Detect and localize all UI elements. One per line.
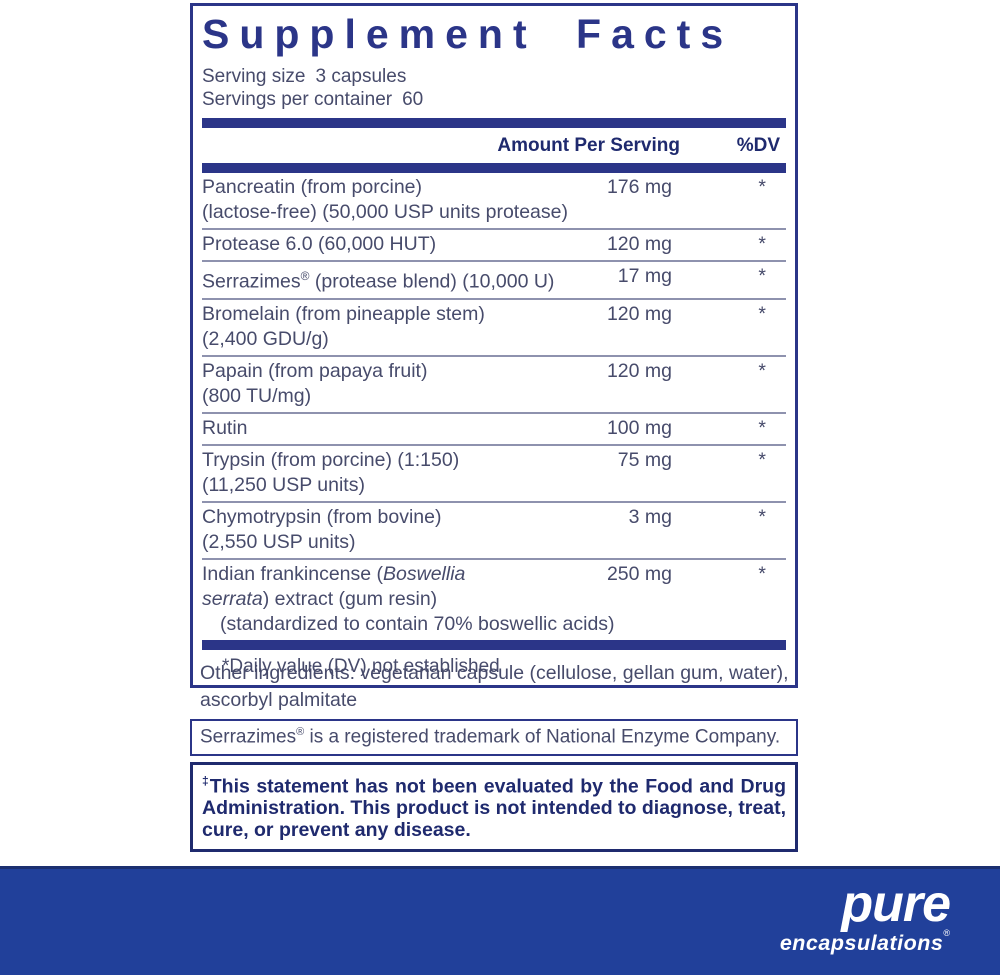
ingredient-dv: *: [758, 562, 766, 585]
ingredient-name: Protease 6.0 (60,000 HUT): [202, 233, 437, 255]
table-row: Bromelain (from pineapple stem) (2,400 GD…: [202, 300, 786, 357]
divider-bar-bottom: [202, 639, 786, 650]
ingredient-dv: *: [758, 302, 766, 325]
ingredient-dv: *: [758, 505, 766, 528]
serving-size-label: Serving size: [202, 66, 306, 87]
ingredient-name: Serrazimes® (protease blend) (10,000 U): [202, 269, 555, 293]
supplement-facts-panel: Supplement Facts Serving size 3 capsules …: [190, 3, 798, 688]
brand-subtitle-row: encapsulations®: [780, 928, 950, 956]
ingredient-rows: Pancreatin (from porcine) (lactose-free) …: [202, 173, 786, 640]
divider-bar-header: [202, 163, 786, 173]
ingredient-dv: *: [758, 233, 766, 255]
ingredient-dv: *: [758, 416, 766, 439]
table-row: Rutin 100 mg *: [202, 414, 786, 446]
ingredient-dv: *: [758, 448, 766, 471]
fda-disclaimer-text: This statement has not been evaluated by…: [202, 775, 786, 841]
percent-dv-header: %DV: [736, 135, 780, 156]
trademark-rest: is a registered trademark of National En…: [304, 726, 781, 748]
serving-size-line: Serving size 3 capsules: [202, 65, 786, 88]
ingredient-dv: *: [758, 176, 766, 198]
panel-title: Supplement Facts: [202, 11, 734, 57]
servings-container-label: Servings per container: [202, 89, 393, 110]
ingredient-amount: 176 mg: [606, 176, 672, 198]
ingredient-amount: 120 mg: [606, 233, 672, 255]
dagger-mark: ‡: [202, 774, 210, 788]
ingredient-name: Indian frankincense (Boswellia serrata) e…: [202, 562, 615, 635]
ingredient-name: Pancreatin (from porcine) (lactose-free) …: [202, 176, 568, 223]
servings-container-value: 60: [402, 89, 424, 110]
divider-bar-top: [202, 118, 786, 128]
table-row: Serrazimes® (protease blend) (10,000 U) 1…: [202, 262, 786, 300]
table-header-row: Amount Per Serving %DV: [202, 128, 786, 163]
table-row: Papain (from papaya fruit) (800 TU/mg) 120…: [202, 357, 786, 414]
brand-subtitle: encapsulations: [779, 931, 944, 955]
ingredient-dv: *: [758, 359, 766, 382]
table-row: Pancreatin (from porcine) (lactose-free) …: [202, 173, 786, 230]
table-row: Indian frankincense (Boswellia serrata) e…: [202, 560, 786, 640]
brand-registered-icon: ®: [943, 928, 950, 938]
pure-encapsulations-logo: pure encapsulations®: [780, 875, 951, 956]
daily-value-footnote: *Daily value (DV) not established: [222, 655, 500, 677]
other-ingredients-text: Other ingredients: vegetarian capsule (c…: [200, 662, 789, 711]
ingredient-dv: *: [758, 265, 766, 287]
ingredient-amount: 3 mg: [628, 505, 672, 528]
ingredient-name: Trypsin (from porcine) (1:150) (11,250 US…: [202, 448, 460, 496]
ingredient-amount: 75 mg: [617, 448, 672, 471]
serving-info: Serving size 3 capsules Servings per cont…: [202, 65, 786, 111]
brand-band: pure encapsulations®: [0, 866, 1000, 975]
ingredient-amount: 250 mg: [606, 562, 672, 585]
amount-per-serving-header: Amount Per Serving: [497, 135, 680, 156]
table-row: Trypsin (from porcine) (1:150) (11,250 US…: [202, 446, 786, 503]
ingredient-name: Chymotrypsin (from bovine) (2,550 USP uni…: [202, 505, 442, 553]
fda-disclaimer-box: ‡This statement has not been evaluated b…: [190, 762, 798, 852]
table-row: Protease 6.0 (60,000 HUT) 120 mg *: [202, 230, 786, 262]
table-row: Chymotrypsin (from bovine) (2,550 USP uni…: [202, 503, 786, 560]
trademark-note-box: Serrazimes® is a registered trademark of…: [190, 719, 798, 757]
servings-per-container-line: Servings per container 60: [202, 88, 786, 111]
ingredient-amount: 17 mg: [617, 265, 672, 287]
trademark-name: Serrazimes: [200, 726, 297, 748]
ingredient-amount: 120 mg: [606, 302, 672, 325]
ingredient-amount: 100 mg: [606, 416, 672, 439]
ingredient-amount: 120 mg: [606, 359, 672, 382]
serving-size-value: 3 capsules: [315, 66, 407, 87]
ingredient-name: Papain (from papaya fruit) (800 TU/mg): [202, 359, 428, 407]
ingredient-name: Bromelain (from pineapple stem) (2,400 GD…: [202, 302, 485, 350]
brand-name: pure: [841, 875, 951, 933]
registered-mark: ®: [296, 726, 305, 738]
ingredient-name: Rutin: [202, 416, 248, 439]
